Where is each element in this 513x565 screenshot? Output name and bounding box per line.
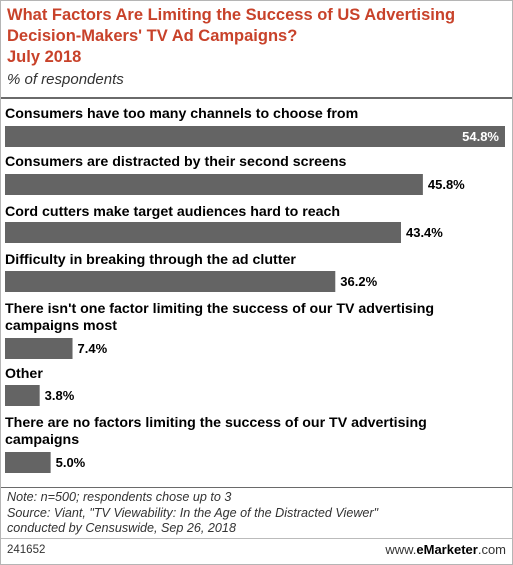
bar xyxy=(5,174,423,195)
value-label: 5.0% xyxy=(56,455,86,470)
footer-divider xyxy=(1,538,512,539)
category-label: Other xyxy=(5,366,43,382)
value-label: 36.2% xyxy=(340,274,377,289)
brand-link[interactable]: www.eMarketer.com xyxy=(385,542,506,557)
value-label: 54.8% xyxy=(462,129,499,144)
value-label: 3.8% xyxy=(45,388,75,403)
bar xyxy=(5,271,336,292)
category-label: There are no factors limiting the succes… xyxy=(5,415,427,431)
bar xyxy=(5,126,505,147)
source-line-2: conducted by Censuswide, Sep 26, 2018 xyxy=(7,521,236,535)
category-label: Cord cutters make target audiences hard … xyxy=(5,204,340,220)
value-label: 7.4% xyxy=(78,341,108,356)
bar xyxy=(5,452,51,473)
source-line: Source: Viant, "TV Viewability: In the A… xyxy=(7,505,379,520)
note-line: Note: n=500; respondents chose up to 3 xyxy=(7,490,232,504)
category-label: There isn't one factor limiting the succ… xyxy=(5,301,434,317)
category-label: Consumers have too many channels to choo… xyxy=(5,106,358,122)
category-label: Difficulty in breaking through the ad cl… xyxy=(5,252,296,268)
category-label: Consumers are distracted by their second… xyxy=(5,154,347,170)
category-label: campaigns xyxy=(5,432,79,448)
bar xyxy=(5,222,401,243)
top-divider xyxy=(1,97,512,99)
bar xyxy=(5,385,40,406)
bar xyxy=(5,338,73,359)
brand-prefix: www. xyxy=(385,542,417,557)
chart-notes: Note: n=500; respondents chose up to 3 S… xyxy=(7,490,507,537)
brand-suffix: .com xyxy=(477,542,506,557)
chart-id: 241652 xyxy=(7,544,46,556)
bottom-divider xyxy=(1,487,512,488)
value-label: 45.8% xyxy=(428,177,465,192)
category-label: campaigns most xyxy=(5,318,117,334)
value-label: 43.4% xyxy=(406,225,443,240)
brand-name: eMarketer xyxy=(416,542,478,557)
chart-title: What Factors Are Limiting the Success of… xyxy=(7,6,456,66)
chart-subtitle: % of respondents xyxy=(7,71,124,88)
